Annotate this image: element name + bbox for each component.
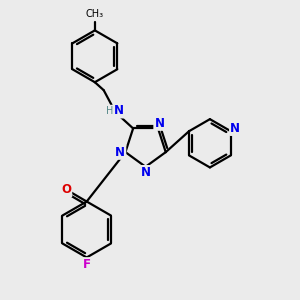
Text: F: F	[83, 258, 91, 271]
Text: N: N	[154, 117, 164, 130]
Text: N: N	[230, 122, 240, 135]
Text: CH₃: CH₃	[86, 9, 104, 19]
Text: N: N	[114, 104, 124, 117]
Text: H: H	[106, 106, 114, 116]
Text: N: N	[141, 166, 151, 179]
Text: N: N	[115, 146, 125, 159]
Text: O: O	[61, 183, 71, 196]
